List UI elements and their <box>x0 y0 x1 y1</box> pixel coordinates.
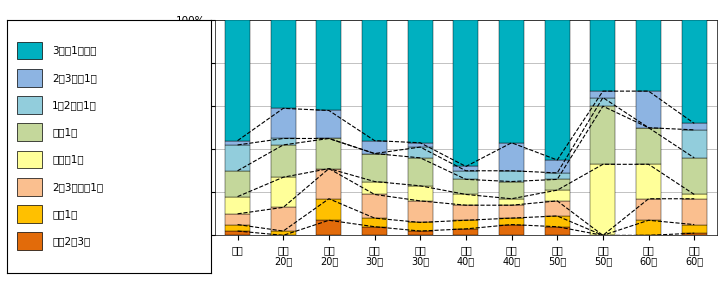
Bar <box>362 141 387 154</box>
Bar <box>545 173 570 179</box>
Bar <box>225 197 250 214</box>
Bar <box>454 220 478 229</box>
Bar <box>317 20 341 110</box>
Bar <box>317 139 341 169</box>
Text: 月に2〜3回: 月に2〜3回 <box>52 236 90 246</box>
Text: 2〜3年に1回: 2〜3年に1回 <box>52 73 97 83</box>
Bar <box>408 143 433 147</box>
Text: 月に1回: 月に1回 <box>52 209 77 219</box>
Bar <box>225 171 250 197</box>
Bar <box>362 154 387 182</box>
Bar <box>408 222 433 231</box>
FancyBboxPatch shape <box>17 123 42 141</box>
Bar <box>681 199 707 224</box>
Bar <box>225 20 250 141</box>
Bar <box>408 231 433 235</box>
Bar <box>545 160 570 173</box>
Bar <box>408 201 433 222</box>
Bar <box>590 164 615 235</box>
Bar <box>317 169 341 199</box>
Bar <box>454 179 478 195</box>
Bar <box>362 182 387 195</box>
Bar <box>225 145 250 171</box>
FancyBboxPatch shape <box>17 96 42 114</box>
Bar <box>271 231 296 235</box>
Bar <box>225 214 250 224</box>
Bar <box>271 138 296 145</box>
Text: 3年に1回未満: 3年に1回未満 <box>52 45 97 55</box>
Bar <box>317 199 341 220</box>
Bar <box>636 199 661 220</box>
Bar <box>499 218 524 224</box>
Bar <box>454 205 478 220</box>
Bar <box>681 195 707 199</box>
Bar <box>362 218 387 227</box>
Bar <box>545 201 570 216</box>
Bar <box>408 20 433 143</box>
Bar <box>271 177 296 207</box>
Bar <box>499 20 524 143</box>
Bar <box>590 98 615 106</box>
Bar <box>454 20 478 166</box>
Bar <box>636 164 661 199</box>
Bar <box>271 20 296 108</box>
Bar <box>681 158 707 195</box>
Bar <box>636 220 661 235</box>
Bar <box>636 20 661 91</box>
Bar <box>499 182 524 199</box>
FancyBboxPatch shape <box>17 42 42 59</box>
Bar <box>225 224 250 231</box>
Bar <box>454 166 478 171</box>
Bar <box>590 20 615 91</box>
Bar <box>545 179 570 190</box>
Bar <box>408 186 433 201</box>
Bar <box>454 195 478 205</box>
Bar <box>590 91 615 98</box>
Bar <box>408 158 433 186</box>
Bar <box>271 108 296 139</box>
Bar <box>454 229 478 235</box>
Bar <box>636 91 661 128</box>
Bar <box>271 145 296 177</box>
Bar <box>499 143 524 171</box>
Bar <box>499 205 524 218</box>
Bar <box>317 220 341 235</box>
Bar <box>408 147 433 158</box>
Bar <box>362 195 387 218</box>
Bar <box>681 123 707 130</box>
Bar <box>681 233 707 235</box>
Bar <box>362 227 387 235</box>
Bar <box>545 190 570 201</box>
Bar <box>225 141 250 145</box>
Bar <box>499 224 524 235</box>
FancyBboxPatch shape <box>17 69 42 86</box>
Text: 半年に1回: 半年に1回 <box>52 154 84 164</box>
Bar <box>362 20 387 141</box>
FancyBboxPatch shape <box>17 178 42 196</box>
Text: 1〜2年に1回: 1〜2年に1回 <box>52 100 97 110</box>
Bar <box>636 128 661 164</box>
Bar <box>454 171 478 179</box>
Bar <box>681 130 707 158</box>
Bar <box>317 110 341 139</box>
Bar <box>271 207 296 231</box>
Bar <box>545 20 570 160</box>
Text: 2〜3カ月に1回: 2〜3カ月に1回 <box>52 182 103 192</box>
Bar <box>590 106 615 164</box>
Bar <box>499 171 524 182</box>
FancyBboxPatch shape <box>17 232 42 250</box>
Bar <box>545 216 570 227</box>
Text: 年に1回: 年に1回 <box>52 127 77 137</box>
FancyBboxPatch shape <box>17 205 42 223</box>
Bar <box>681 224 707 233</box>
FancyBboxPatch shape <box>17 151 42 168</box>
Bar <box>499 199 524 205</box>
Bar <box>545 227 570 235</box>
Bar <box>225 231 250 235</box>
Bar <box>681 20 707 123</box>
